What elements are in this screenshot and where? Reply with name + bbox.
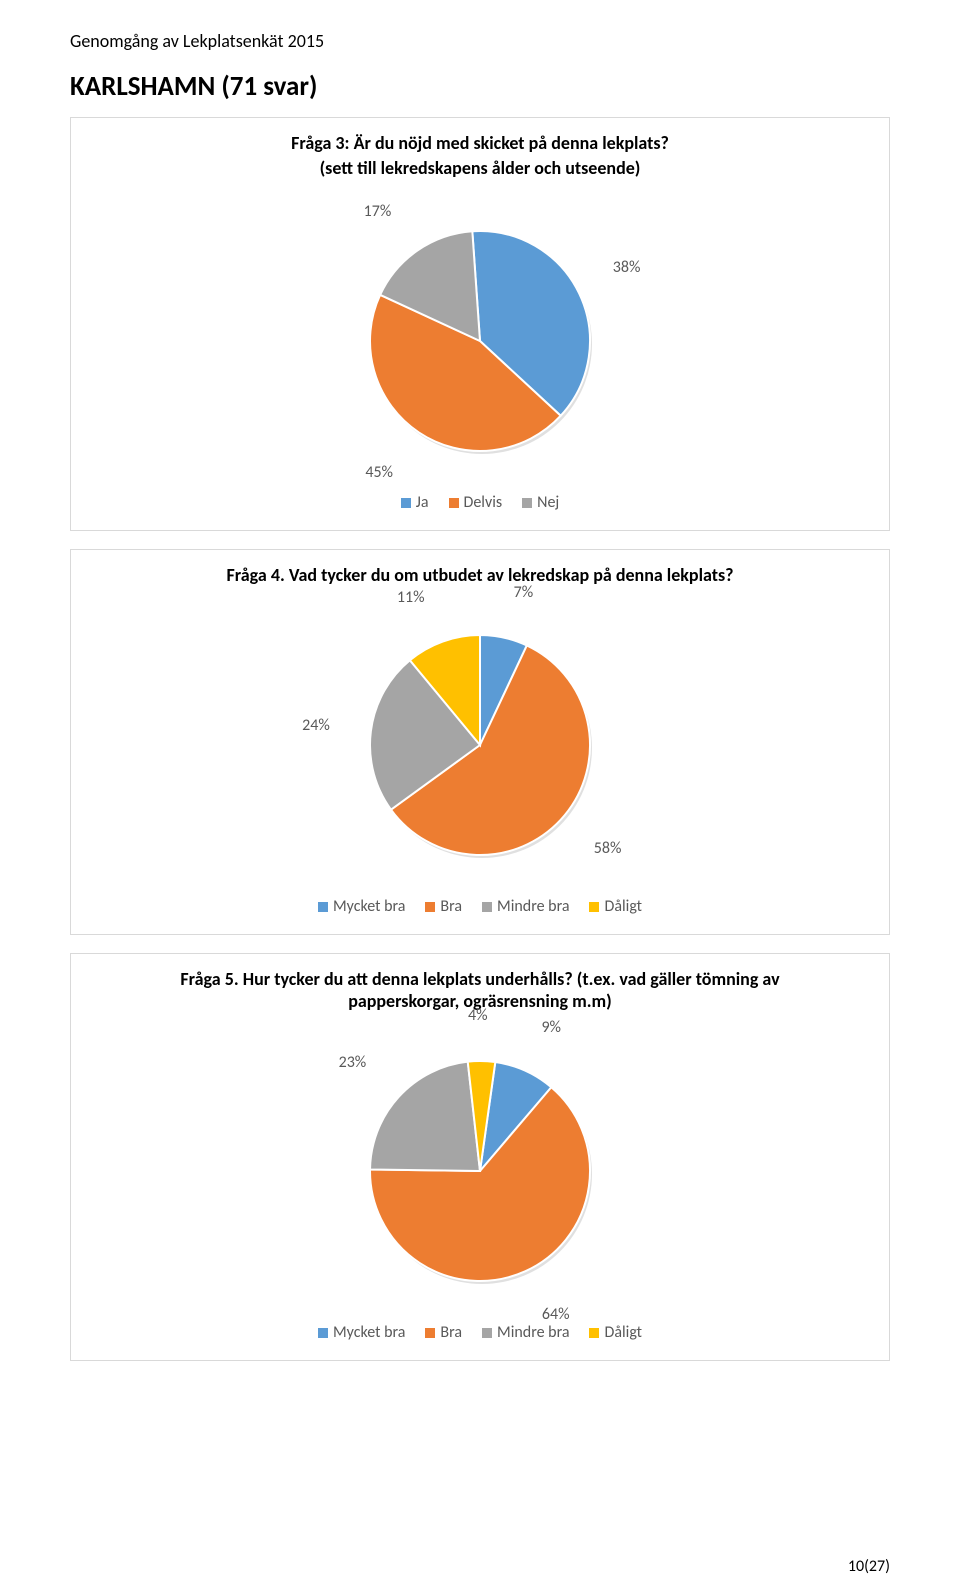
- legend-item: Mycket bra: [318, 1323, 405, 1342]
- pie-label: 38%: [613, 258, 641, 277]
- legend-swatch: [425, 1328, 435, 1338]
- legend-label: Mindre bra: [497, 1323, 569, 1342]
- pie-label: 58%: [594, 839, 622, 858]
- legend-label: Nej: [537, 493, 559, 512]
- legend-item: Mycket bra: [318, 897, 405, 916]
- chart2-title: Fråga 4. Vad tycker du om utbudet av lek…: [180, 564, 780, 587]
- chart3-pie: 9%64%23%4%: [160, 1015, 800, 1315]
- legend-swatch: [589, 1328, 599, 1338]
- legend-swatch: [449, 498, 459, 508]
- chart-card-fraga4: Fråga 4. Vad tycker du om utbudet av lek…: [70, 549, 890, 935]
- legend-label: Delvis: [464, 493, 503, 512]
- legend-item: Dåligt: [589, 1323, 642, 1342]
- legend-swatch: [318, 902, 328, 912]
- legend-label: Ja: [416, 493, 429, 512]
- pie-slice: [370, 1061, 480, 1170]
- page-header: Genomgång av Lekplatsenkät 2015: [70, 30, 890, 52]
- legend-item: Delvis: [449, 493, 503, 512]
- chart1-pie: 38% 45% 17%: [160, 185, 800, 485]
- pie-label: 45%: [365, 463, 393, 482]
- pie-label: 17%: [364, 202, 392, 221]
- chart1-title: Fråga 3: Är du nöjd med skicket på denna…: [180, 132, 780, 155]
- legend-swatch: [425, 902, 435, 912]
- legend-item: Bra: [425, 897, 462, 916]
- legend-swatch: [318, 1328, 328, 1338]
- chart2-legend: Mycket bra Bra Mindre bra Dåligt: [89, 897, 871, 916]
- legend-label: Mycket bra: [333, 1323, 405, 1342]
- pie-label: 11%: [397, 588, 425, 607]
- chart3-legend: Mycket bra Bra Mindre bra Dåligt: [89, 1323, 871, 1342]
- chart-card-fraga3: Fråga 3: Är du nöjd med skicket på denna…: [70, 117, 890, 531]
- chart1-subtitle: (sett till lekredskapens ålder och utsee…: [89, 157, 871, 180]
- legend-swatch: [482, 1328, 492, 1338]
- legend-label: Dåligt: [604, 1323, 642, 1342]
- pie-label: 9%: [541, 1018, 561, 1037]
- pie-label: 7%: [514, 583, 534, 602]
- legend-swatch: [589, 902, 599, 912]
- legend-item: Mindre bra: [482, 1323, 569, 1342]
- legend-item: Nej: [522, 493, 559, 512]
- legend-label: Mindre bra: [497, 897, 569, 916]
- chart1-legend: Ja Delvis Nej: [89, 493, 871, 512]
- pie-label: 64%: [542, 1305, 570, 1324]
- legend-label: Bra: [440, 897, 462, 916]
- legend-item: Mindre bra: [482, 897, 569, 916]
- legend-item: Bra: [425, 1323, 462, 1342]
- page-number: 10(27): [848, 1557, 890, 1576]
- legend-item: Ja: [401, 493, 429, 512]
- chart2-pie: 7%58%24%11%: [160, 589, 800, 889]
- legend-item: Dåligt: [589, 897, 642, 916]
- pie-label: 24%: [302, 716, 330, 735]
- pie-label: 4%: [468, 1006, 488, 1025]
- pie-label: 23%: [339, 1053, 367, 1072]
- legend-label: Dåligt: [604, 897, 642, 916]
- section-title: KARLSHAMN (71 svar): [70, 70, 890, 103]
- legend-swatch: [401, 498, 411, 508]
- legend-label: Bra: [440, 1323, 462, 1342]
- legend-label: Mycket bra: [333, 897, 405, 916]
- legend-swatch: [522, 498, 532, 508]
- legend-swatch: [482, 902, 492, 912]
- chart-card-fraga5: Fråga 5. Hur tycker du att denna lekplat…: [70, 953, 890, 1361]
